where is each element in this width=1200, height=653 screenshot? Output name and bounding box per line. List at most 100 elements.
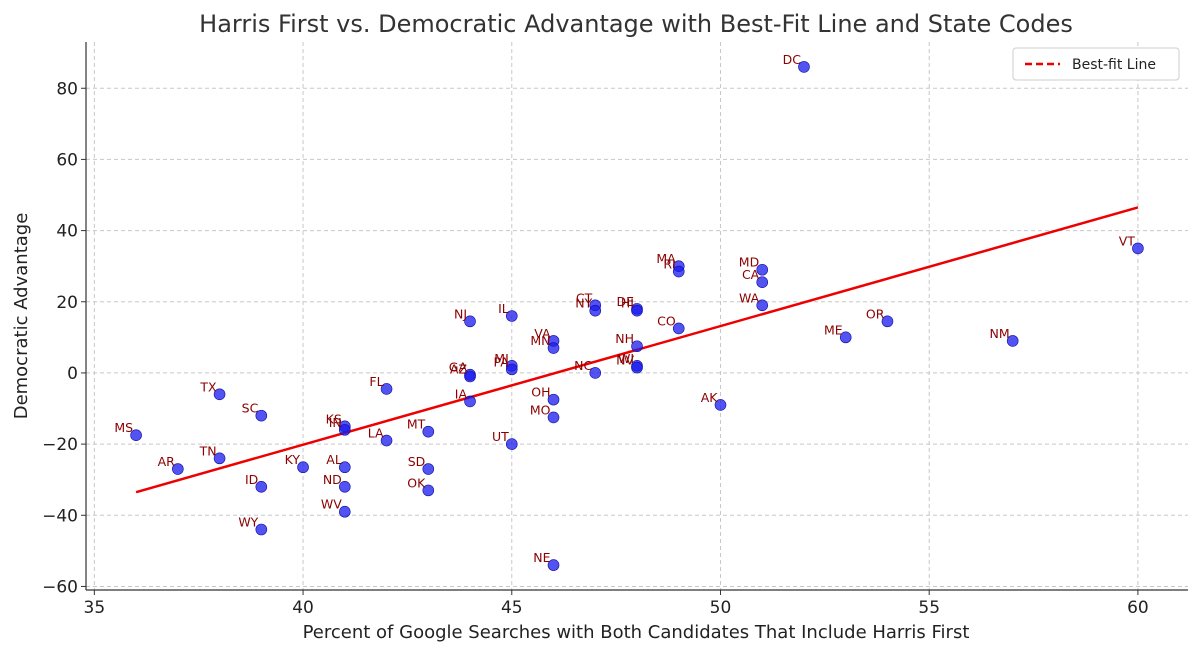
state-label-sc: SC bbox=[242, 401, 259, 416]
x-tick-label: 50 bbox=[710, 598, 732, 618]
state-label-me: ME bbox=[824, 322, 843, 337]
state-label-sd: SD bbox=[408, 454, 426, 469]
state-label-vt: VT bbox=[1119, 233, 1136, 248]
state-label-nv: NV bbox=[616, 353, 634, 368]
data-point-ne bbox=[547, 559, 560, 571]
data-point-nj bbox=[464, 315, 476, 328]
state-label-dc: DC bbox=[783, 52, 802, 67]
data-point-nv bbox=[631, 361, 643, 374]
data-point-sc bbox=[255, 409, 268, 422]
y-tick-label: −40 bbox=[42, 506, 78, 526]
state-label-pa: PA bbox=[493, 354, 509, 369]
data-point-tn bbox=[213, 452, 226, 465]
state-label-nd: ND bbox=[323, 472, 342, 487]
data-point-az bbox=[464, 370, 476, 383]
data-point-nh bbox=[631, 340, 643, 353]
y-tick-label: 40 bbox=[56, 222, 78, 242]
data-point-md bbox=[756, 263, 769, 276]
data-point-wv bbox=[339, 505, 351, 518]
state-label-ca: CA bbox=[742, 267, 760, 282]
x-tick-label: 45 bbox=[501, 598, 523, 618]
legend: Best-fit Line bbox=[1012, 47, 1180, 81]
data-point-tx bbox=[213, 388, 226, 401]
state-label-id: ID bbox=[245, 472, 258, 487]
data-point-or bbox=[881, 315, 894, 328]
data-point-ia bbox=[464, 395, 476, 408]
data-point-fl bbox=[380, 383, 393, 395]
x-tick-label: 60 bbox=[1127, 598, 1149, 618]
data-point-mt bbox=[422, 425, 435, 438]
state-label-ok: OK bbox=[407, 475, 426, 490]
data-point-al bbox=[339, 461, 351, 474]
data-points bbox=[130, 61, 1144, 571]
state-label-mn: MN bbox=[530, 333, 550, 348]
y-tick-label: 0 bbox=[67, 364, 78, 384]
y-tick-label: 60 bbox=[56, 150, 78, 170]
state-label-ny: NY bbox=[575, 296, 592, 311]
state-label-wv: WV bbox=[321, 497, 342, 512]
state-label-az: AZ bbox=[450, 361, 467, 376]
tick-labels: 35 40 45 50 55 60 −60 −40 −20 0 20 40 60 80 bbox=[42, 79, 1149, 618]
y-tick-label: −60 bbox=[42, 577, 78, 597]
state-label-ct: CT bbox=[576, 290, 593, 305]
y-tick-label: 80 bbox=[56, 79, 78, 99]
chart-title: Harris First vs. Democratic Advantage wi… bbox=[199, 10, 1073, 38]
state-label-nj: NJ bbox=[454, 306, 467, 321]
axes bbox=[81, 42, 1188, 595]
data-point-ut bbox=[505, 438, 518, 450]
state-label-mt: MT bbox=[407, 417, 426, 432]
state-label-ms: MS bbox=[114, 420, 133, 435]
state-label-wy: WY bbox=[238, 515, 258, 530]
y-tick-label: −20 bbox=[42, 435, 78, 455]
state-label-al: AL bbox=[326, 452, 342, 467]
state-label-nh: NH bbox=[615, 331, 634, 346]
state-label-md: MD bbox=[739, 255, 759, 270]
state-label-ga: GA bbox=[449, 360, 468, 375]
data-point-nm bbox=[1006, 335, 1019, 347]
state-label-la: LA bbox=[368, 426, 384, 441]
data-point-ms bbox=[130, 429, 142, 442]
legend-label: Best-fit Line bbox=[1072, 57, 1156, 73]
x-axis-label: Percent of Google Searches with Both Can… bbox=[303, 622, 970, 643]
state-label-ri: RI bbox=[663, 257, 675, 272]
state-label-nm: NM bbox=[990, 326, 1010, 341]
data-point-mn bbox=[547, 342, 560, 354]
state-label-fl: FL bbox=[369, 374, 383, 389]
y-tick-label: 20 bbox=[56, 293, 78, 313]
data-point-me bbox=[839, 331, 852, 344]
data-point-sd bbox=[422, 463, 435, 475]
data-point-nd bbox=[339, 481, 351, 493]
state-label-in: IN bbox=[329, 415, 342, 430]
data-point-ar bbox=[172, 463, 184, 475]
x-tick-label: 55 bbox=[918, 598, 940, 618]
state-label-il: IL bbox=[498, 301, 509, 316]
data-point-co bbox=[672, 322, 685, 335]
data-point-hi bbox=[631, 304, 643, 317]
y-axis-label: Democratic Advantage bbox=[11, 213, 32, 420]
state-label-wi: WI bbox=[618, 351, 634, 366]
data-point-ny bbox=[589, 304, 602, 317]
state-label-va: VA bbox=[534, 326, 551, 341]
state-label-de: DE bbox=[616, 294, 634, 309]
state-label-ak: AK bbox=[701, 390, 719, 405]
data-point-ri bbox=[672, 265, 685, 278]
data-point-oh bbox=[547, 393, 560, 406]
state-label-ks: KS bbox=[326, 411, 342, 426]
state-label-wa: WA bbox=[739, 290, 760, 305]
data-point-id bbox=[255, 481, 268, 493]
state-label-ia: IA bbox=[455, 386, 468, 401]
data-point-ak bbox=[714, 399, 727, 411]
data-point-wa bbox=[756, 299, 769, 312]
data-point-wy bbox=[255, 523, 268, 536]
grid bbox=[86, 42, 1188, 590]
state-label-or: OR bbox=[866, 306, 885, 321]
data-point-in bbox=[339, 424, 351, 436]
data-point-la bbox=[380, 434, 393, 447]
state-label-ne: NE bbox=[533, 550, 550, 565]
state-label-ky: KY bbox=[285, 452, 301, 467]
state-label-ma: MA bbox=[656, 251, 676, 266]
state-label-ut: UT bbox=[492, 429, 509, 444]
x-tick-label: 40 bbox=[292, 598, 314, 618]
